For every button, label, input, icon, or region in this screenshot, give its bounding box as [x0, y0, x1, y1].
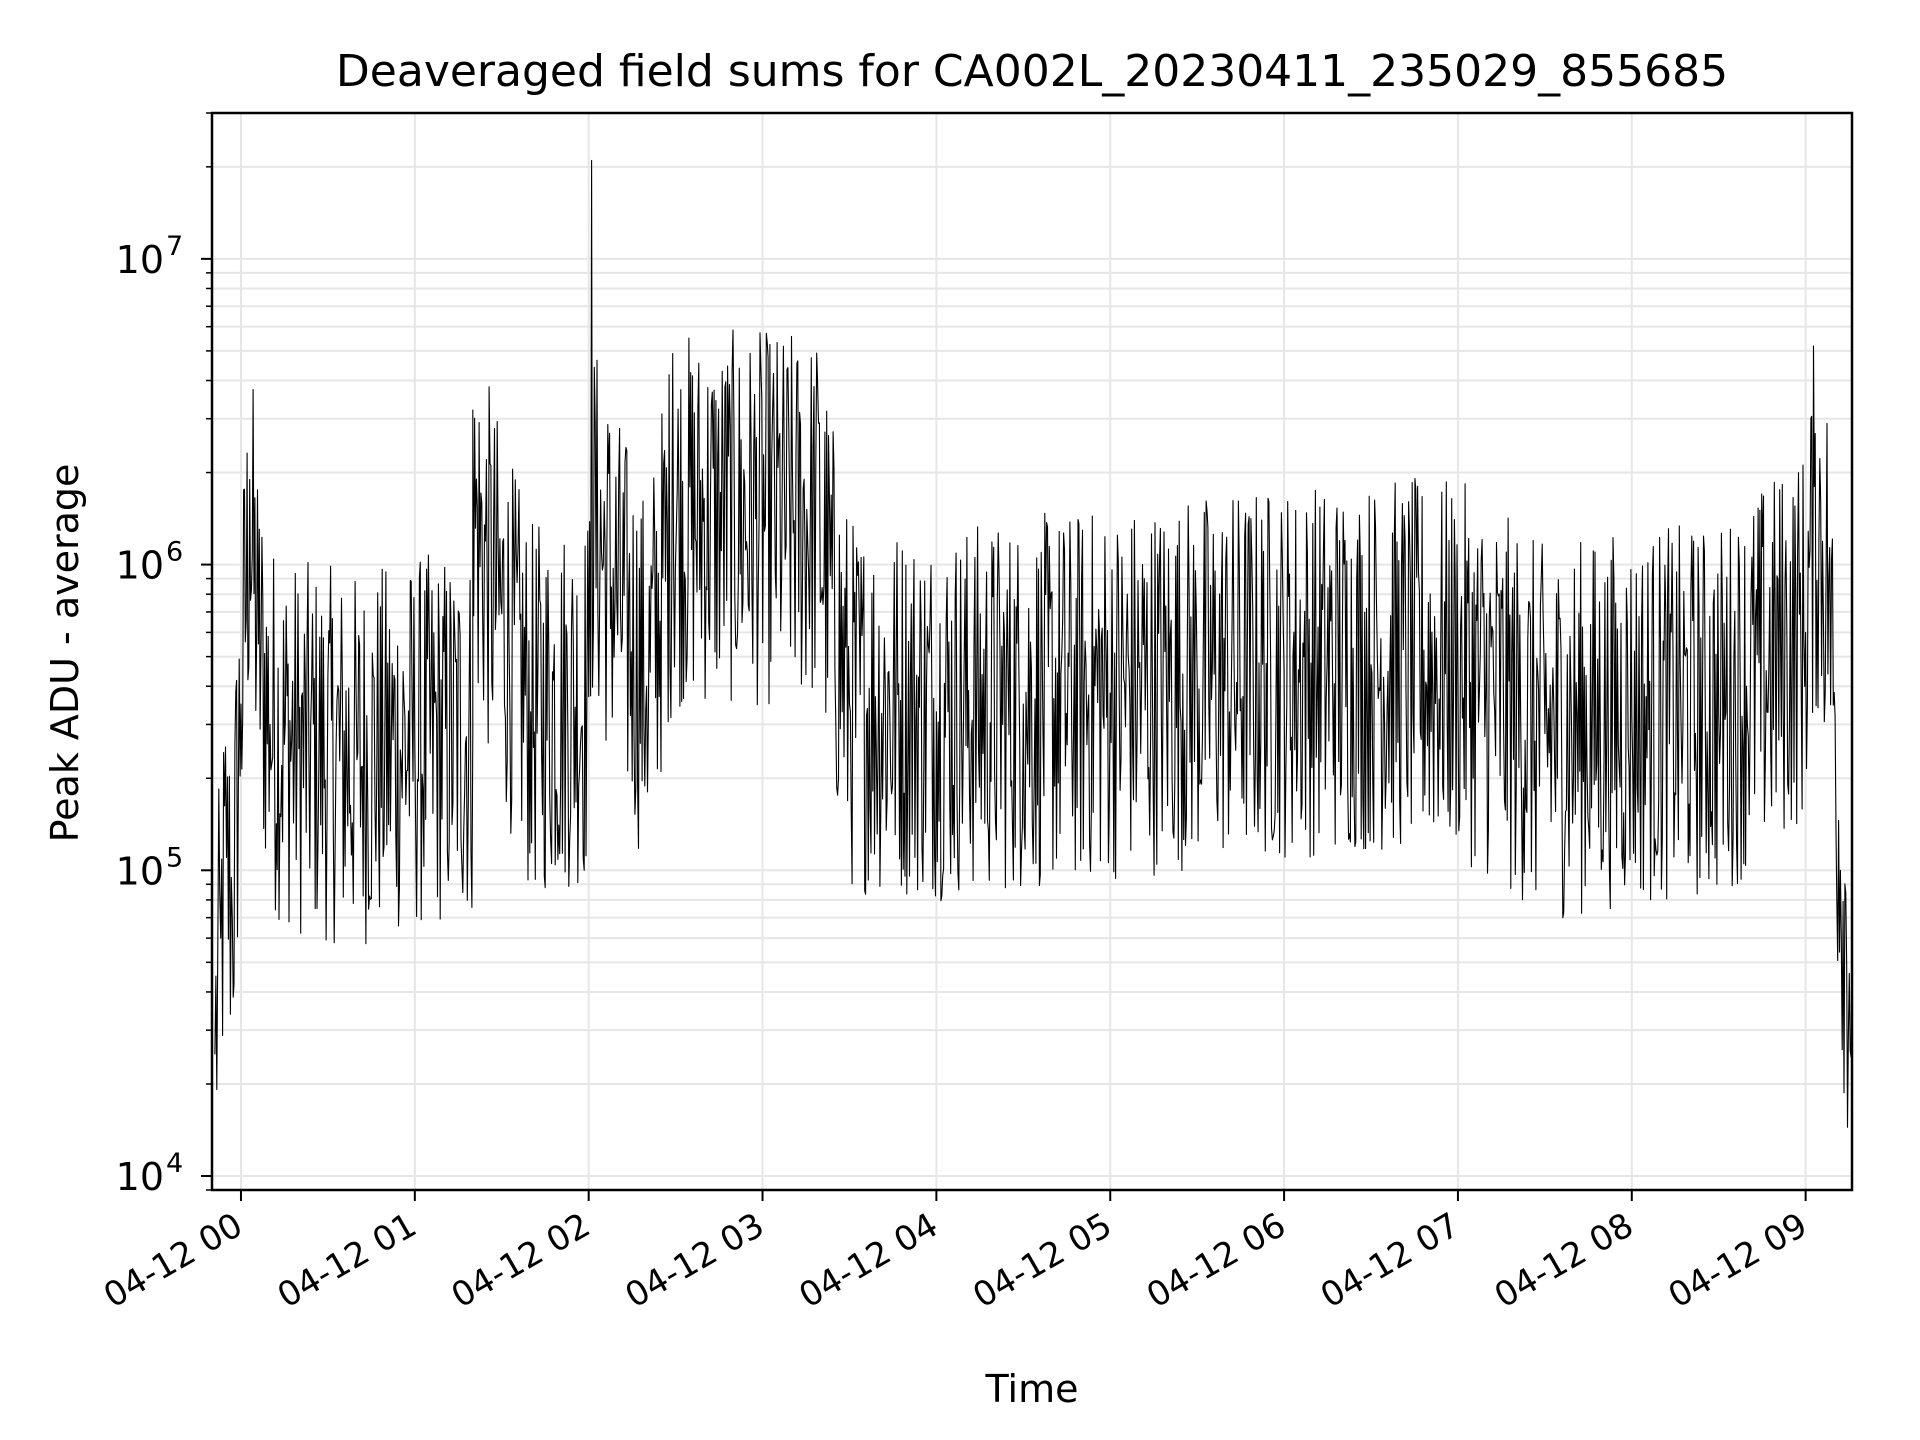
data-line [214, 159, 1853, 1128]
chart-title: Deaveraged field sums for CA002L_2023041… [336, 46, 1728, 97]
y-tick-label: 10 [116, 1155, 164, 1199]
y-tick-label-exponent: 4 [166, 1148, 183, 1179]
y-tick-label-exponent: 7 [166, 231, 183, 262]
y-axis-label: Peak ADU - average [43, 464, 87, 843]
y-tick-label-exponent: 6 [166, 537, 183, 568]
x-axis-label: Time [985, 1367, 1079, 1411]
plot-area-frame [210, 111, 1854, 1192]
y-tick-label: 10 [116, 849, 164, 893]
y-tick-label: 10 [116, 544, 164, 588]
y-tick-label-exponent: 5 [166, 842, 183, 873]
y-tick-label: 10 [116, 238, 164, 282]
series-layer [214, 159, 1853, 1128]
